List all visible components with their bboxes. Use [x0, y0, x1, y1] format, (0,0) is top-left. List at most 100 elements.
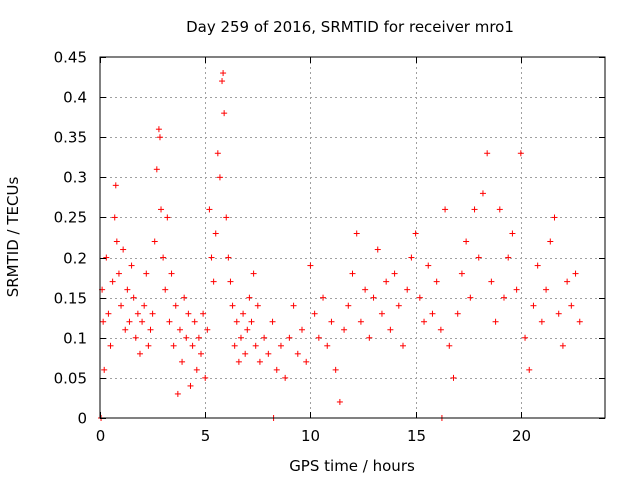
- data-point: [219, 78, 226, 85]
- data-point: [170, 342, 177, 349]
- y-tick-label: 0.35: [54, 129, 87, 147]
- data-point: [538, 318, 545, 325]
- data-point: [229, 302, 236, 309]
- plot-frame: [99, 56, 606, 419]
- data-point: [530, 302, 537, 309]
- data-point: [282, 374, 289, 381]
- data-point: [100, 318, 107, 325]
- data-point: [216, 174, 223, 181]
- axis-ticks: [100, 57, 605, 419]
- data-point: [174, 390, 181, 397]
- data-point: [294, 350, 301, 357]
- data-point: [115, 270, 122, 277]
- data-point: [153, 166, 160, 173]
- y-tick-label: 0: [77, 410, 87, 428]
- data-point: [187, 382, 194, 389]
- data-point: [151, 238, 158, 245]
- data-point: [252, 342, 259, 349]
- data-point: [193, 366, 200, 373]
- data-point: [442, 206, 449, 213]
- data-point: [299, 326, 305, 333]
- data-point: [475, 254, 482, 261]
- data-point: [162, 286, 169, 293]
- data-point: [286, 334, 293, 341]
- data-point: [421, 318, 428, 325]
- data-point: [202, 374, 209, 381]
- data-point: [112, 182, 119, 189]
- data-point: [185, 310, 192, 317]
- data-point: [526, 366, 533, 373]
- data-point: [223, 214, 230, 221]
- data-point: [433, 278, 440, 285]
- data-point: [130, 294, 137, 301]
- data-point: [126, 318, 133, 325]
- data-point: [172, 302, 179, 309]
- data-point: [429, 310, 436, 317]
- y-tick-label: 0.3: [63, 169, 87, 187]
- data-point: [231, 342, 238, 349]
- data-point: [555, 310, 562, 317]
- data-point: [221, 110, 228, 117]
- data-point: [328, 318, 335, 325]
- data-point: [307, 262, 314, 269]
- y-tick-labels: 0 0.05 0.1 0.15 0.2 0.25 0.3 0.35 0.4 0.45: [54, 49, 87, 428]
- data-point: [332, 366, 339, 373]
- data-point: [156, 134, 163, 141]
- data-point: [509, 230, 516, 237]
- data-point: [568, 302, 575, 309]
- y-tick-label: 0.2: [63, 250, 87, 268]
- data-point: [353, 230, 360, 237]
- data-point: [246, 294, 253, 301]
- data-point: [198, 350, 204, 357]
- data-point: [240, 310, 247, 317]
- x-tick-label: 10: [301, 427, 320, 445]
- data-point: [559, 342, 566, 349]
- data-point: [551, 214, 558, 221]
- data-point: [261, 334, 268, 341]
- data-point: [176, 326, 183, 333]
- data-point: [374, 246, 381, 253]
- data-point: [103, 254, 110, 261]
- data-point: [248, 318, 255, 325]
- data-point: [220, 70, 227, 77]
- y-axis-label: SRMTID / TECUs: [4, 177, 22, 298]
- data-point: [336, 398, 343, 405]
- x-tick-labels: 0 5 10 15 20: [96, 427, 531, 445]
- data-point: [362, 286, 369, 293]
- y-tick-label: 0.15: [54, 290, 87, 308]
- y-tick-label: 0.4: [63, 89, 87, 107]
- y-tick-label: 0.45: [54, 49, 87, 67]
- data-point: [237, 334, 244, 341]
- data-point: [543, 286, 550, 293]
- data-point: [225, 254, 232, 261]
- data-point: [341, 326, 348, 333]
- data-point: [564, 278, 571, 285]
- data-point: [109, 278, 116, 285]
- data-point: [484, 150, 491, 157]
- data-point: [370, 294, 377, 301]
- data-point: [204, 326, 211, 333]
- data-point: [576, 318, 583, 325]
- data-point: [208, 254, 215, 261]
- data-point: [522, 334, 529, 341]
- data-point: [412, 230, 419, 237]
- data-point: [139, 318, 146, 325]
- chart-title: Day 259 of 2016, SRMTID for receiver mro…: [186, 18, 514, 36]
- data-point: [191, 318, 198, 325]
- data-point: [136, 350, 143, 357]
- grid-lines: [100, 57, 605, 418]
- data-point: [107, 342, 114, 349]
- x-tick-label: 0: [96, 427, 106, 445]
- data-point: [160, 254, 167, 261]
- data-point: [479, 190, 486, 197]
- data-point: [467, 294, 474, 301]
- data-point: [463, 238, 470, 245]
- data-point: [195, 334, 202, 341]
- data-point: [179, 358, 186, 365]
- data-point: [118, 302, 125, 309]
- data-point: [471, 206, 478, 213]
- data-point: [303, 358, 310, 365]
- data-point: [141, 302, 148, 309]
- data-point: [378, 310, 385, 317]
